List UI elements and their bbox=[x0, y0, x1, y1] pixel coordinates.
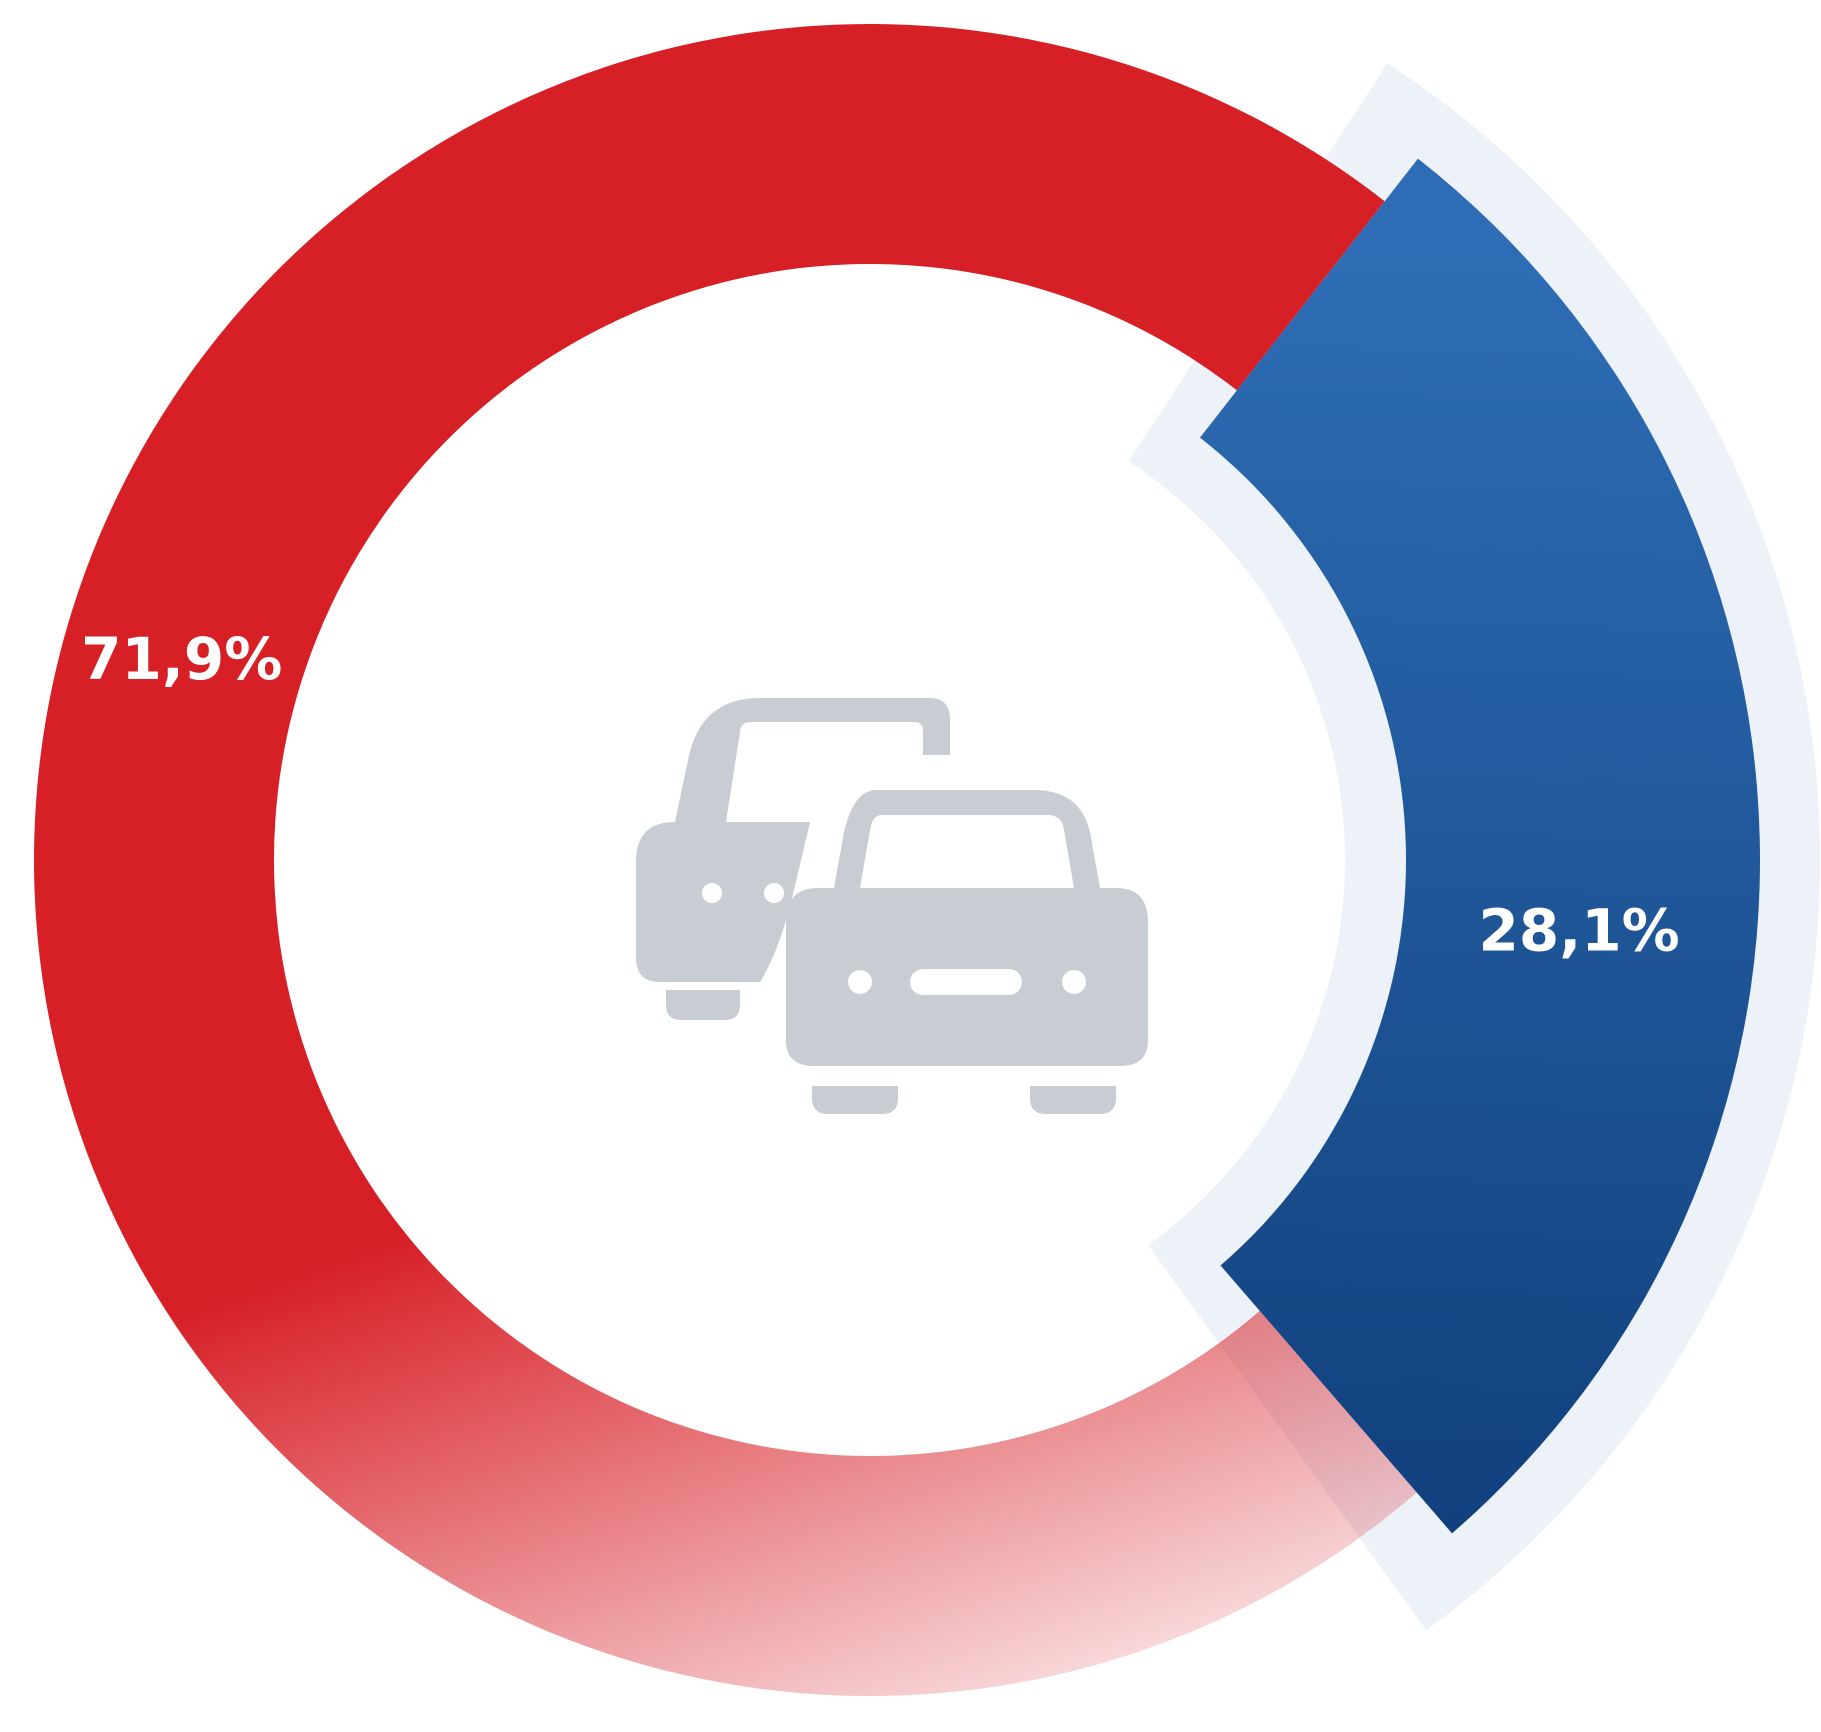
rear-car-icon bbox=[636, 698, 950, 1020]
slice-label-main: 71,9% bbox=[81, 625, 282, 693]
slice-main bbox=[33, 23, 1417, 1696]
slices bbox=[33, 23, 1761, 1696]
slice-highlight bbox=[1199, 158, 1761, 1534]
cars-icon bbox=[636, 698, 1148, 1114]
slice-label-highlight: 28,1% bbox=[1478, 897, 1679, 965]
front-car-icon bbox=[786, 790, 1148, 1114]
